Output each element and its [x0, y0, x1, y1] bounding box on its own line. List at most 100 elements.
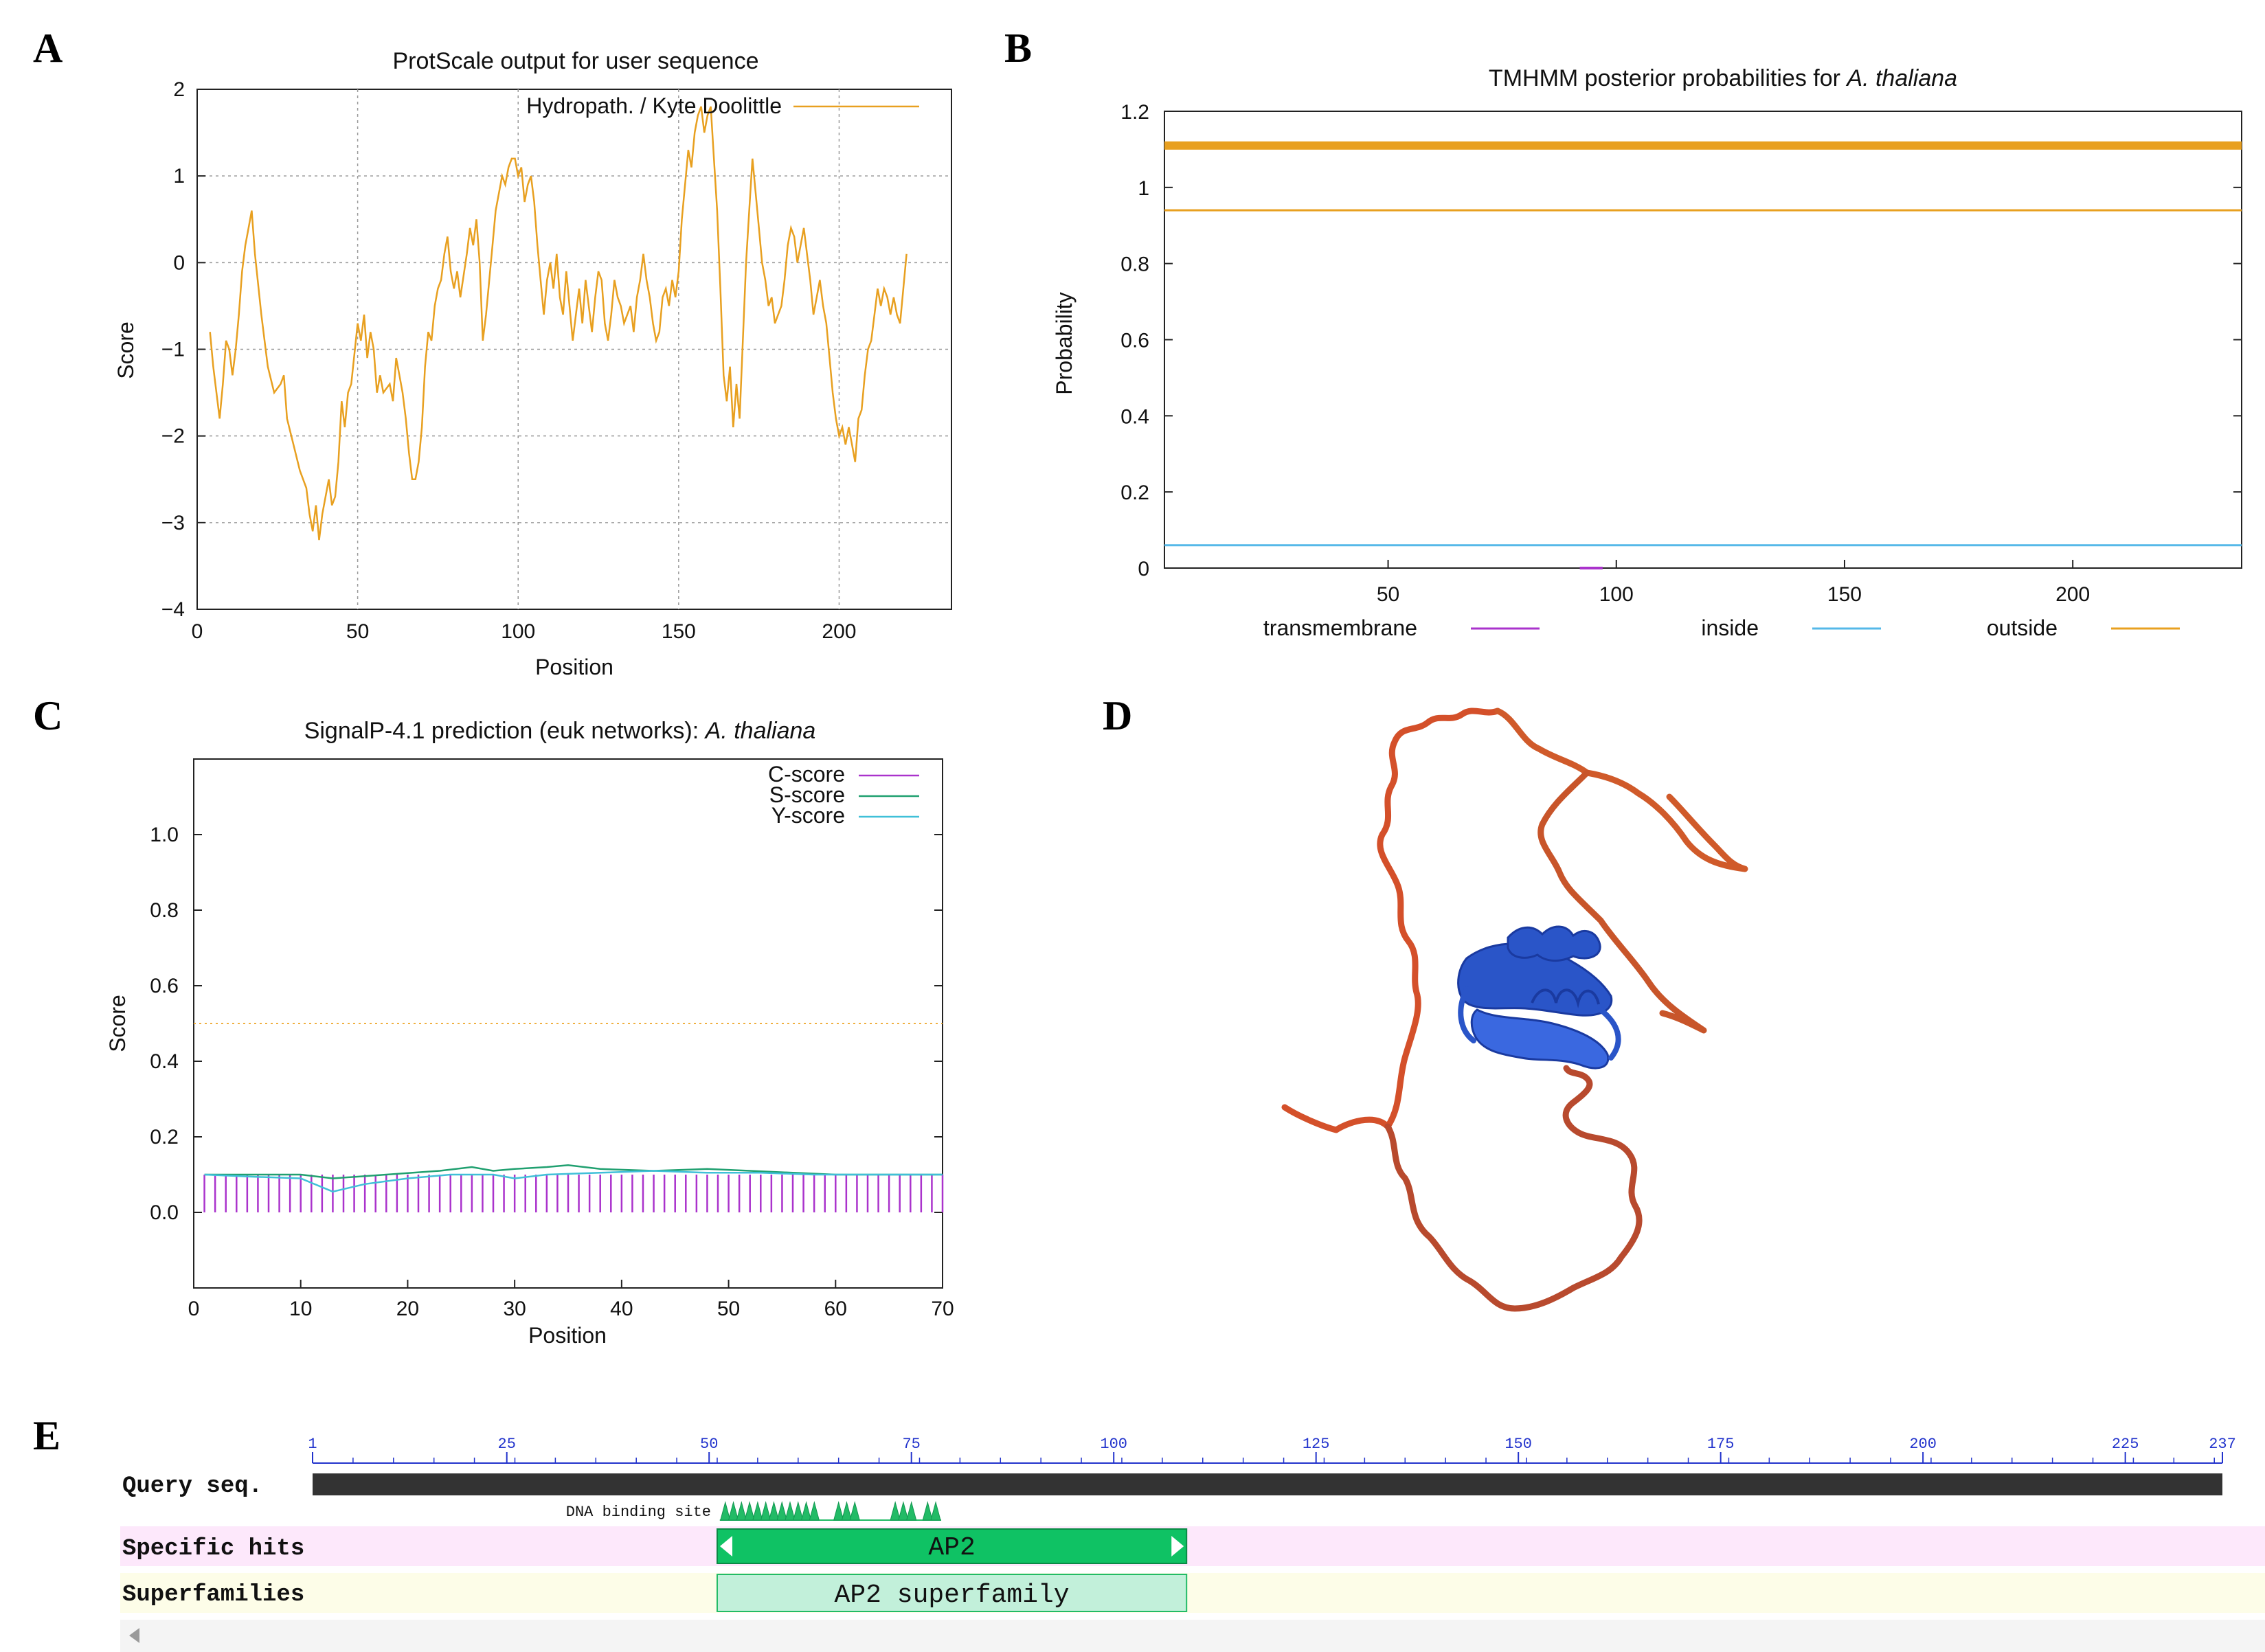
hydropathy-y-tick: 1: [173, 165, 185, 188]
signalp-y-tick: 0.2: [150, 1126, 179, 1149]
ruler-tick-label: 125: [1303, 1436, 1330, 1453]
ruler-tick-label: 237: [2209, 1436, 2236, 1453]
hydropathy-y-tick: 2: [173, 78, 185, 101]
signalp-y-tick: 0.6: [150, 975, 179, 997]
dna-binding-site-marker: [768, 1501, 780, 1521]
hydropathy-y-tick: −4: [161, 598, 185, 621]
tmhmm-legend-label: inside: [1701, 615, 1759, 640]
signalp-legend-label: S-score: [769, 782, 845, 807]
hydropathy-x-tick: 0: [192, 620, 203, 643]
dna-binding-site-marker: [930, 1501, 941, 1521]
tmhmm-x-tick: 50: [1377, 583, 1399, 606]
signalp-legend-label: Y-score: [771, 803, 845, 828]
signalp-x-tick: 60: [824, 1298, 847, 1320]
tmhmm-y-tick: 1: [1138, 177, 1149, 200]
ruler-tick-label: 175: [1707, 1436, 1735, 1453]
tmhmm-x-tick: 200: [2055, 583, 2090, 606]
dna-binding-site-marker: [744, 1501, 755, 1521]
tmhmm-title: TMHMM posterior probabilities for A. tha…: [1489, 65, 1957, 91]
dna-binding-site-marker: [906, 1501, 917, 1521]
ap2-hit-box: [716, 1528, 1188, 1564]
signalp-title: SignalP-4.1 prediction (euk networks): A…: [304, 718, 816, 744]
tmhmm-y-tick: 0: [1138, 558, 1149, 580]
panel-label-e: E: [33, 1413, 60, 1458]
dna-binding-site-marker: [800, 1501, 812, 1521]
ruler-tick-label: 150: [1505, 1436, 1532, 1453]
disordered-coil: [1281, 708, 1501, 1133]
signalp-y-tick: 0.4: [150, 1050, 179, 1073]
ruler-tick-label: 25: [498, 1436, 516, 1453]
dna-binding-site-marker: [849, 1501, 860, 1521]
signalp-x-tick: 70: [931, 1298, 954, 1320]
signalp-series-S-score: [204, 1164, 943, 1179]
horizontal-scrollbar[interactable]: [120, 1620, 2265, 1652]
hydropathy-chart: ProtScale output for user sequence 0 50 10…: [113, 48, 952, 679]
tmhmm-y-tick: 1.2: [1120, 101, 1149, 124]
scroll-left-icon[interactable]: [129, 1628, 139, 1643]
panel-label-d: D: [1103, 693, 1132, 738]
panel-label-c: C: [33, 693, 63, 738]
hydropathy-y-tick: −3: [161, 512, 185, 534]
tmhmm-legend-label: outside: [1987, 615, 2058, 640]
hydropathy-y-tick: 0: [173, 251, 185, 274]
ap2-hit-left-arrow: [719, 1536, 732, 1557]
superfamilies-track: [120, 1573, 2265, 1613]
tmhmm-plot-frame: [1164, 111, 2242, 569]
dna-binding-site-marker: [760, 1501, 771, 1521]
dna-binding-site-marker: [809, 1501, 820, 1521]
hydropathy-x-label: Position: [535, 655, 613, 679]
dna-binding-site-marker: [736, 1501, 747, 1521]
dna-binding-site-marker: [752, 1501, 763, 1521]
ruler-tick-label: 100: [1100, 1436, 1127, 1453]
signalp-y-tick: 1.0: [150, 824, 179, 846]
signalp-x-tick: 50: [717, 1298, 740, 1320]
signalp-chart: SignalP-4.1 prediction (euk networks): A…: [105, 718, 954, 1348]
tmhmm-y-tick: 0.2: [1120, 482, 1149, 504]
protein-structure-image: [1281, 708, 1748, 1312]
dna-binding-site-marker: [776, 1501, 787, 1521]
tmhmm-x-tick: 150: [1827, 583, 1862, 606]
query-seq-bar: [313, 1473, 2222, 1495]
ap2-specific-hit[interactable]: AP2: [716, 1528, 1188, 1564]
ruler-tick-label: 225: [2112, 1436, 2139, 1453]
signalp-y-label: Score: [105, 995, 130, 1052]
tmhmm-y-tick: 0.4: [1120, 405, 1149, 428]
dna-binding-site-marker: [841, 1501, 853, 1521]
query-seq-label: Query seq.: [122, 1473, 262, 1500]
tmhmm-y-label: Probability: [1052, 292, 1077, 394]
signalp-x-tick: 0: [188, 1298, 200, 1320]
signalp-x-tick: 40: [610, 1298, 633, 1320]
panel-label-b: B: [1004, 25, 1032, 71]
disordered-coil-lower: [1384, 1065, 1643, 1312]
dna-binding-site-marker: [785, 1501, 796, 1521]
hydropathy-x-tick: 100: [501, 620, 535, 643]
hydropathy-x-tick: 150: [662, 620, 696, 643]
dna-binding-site-marker: [922, 1501, 933, 1521]
signalp-series-Y-score: [204, 1170, 943, 1193]
hydropathy-x-tick: 200: [822, 620, 856, 643]
dna-binding-site-marker: [728, 1501, 739, 1521]
ap2-superfamily-hit[interactable]: AP2 superfamily: [716, 1574, 1188, 1612]
conserved-domain-panel: 1 25 50 75 100 125 150 175 200 225 237 Query seq. …: [120, 1436, 2265, 1652]
tmhmm-y-tick: 0.6: [1120, 330, 1149, 352]
ap2-domain-ribbon: [1457, 925, 1621, 1070]
signalp-x-tick: 20: [396, 1298, 419, 1320]
hydropathy-legend-label: Hydropath. / Kyte Doolittle: [526, 93, 782, 118]
disordered-coil-mid: [1537, 769, 1707, 1034]
dna-binding-site-marker: [898, 1501, 909, 1521]
ruler-tick-label: 50: [700, 1436, 718, 1453]
hydropathy-y-tick: −1: [161, 339, 185, 361]
dna-binding-site-marker: [890, 1501, 901, 1521]
ap2-superfamily-box: [716, 1574, 1188, 1612]
tmhmm-x-tick: 100: [1599, 583, 1634, 606]
hydropathy-title: ProtScale output for user sequence: [393, 48, 759, 74]
signalp-x-tick: 30: [503, 1298, 526, 1320]
panel-label-a: A: [33, 25, 63, 71]
hydropathy-y-label: Score: [113, 321, 138, 379]
ap2-superfamily-label: AP2 superfamily: [835, 1581, 1070, 1610]
dna-binding-site-marker: [833, 1501, 844, 1521]
tmhmm-y-tick: 0.8: [1120, 253, 1149, 276]
dna-binding-site-label: DNA binding site: [566, 1504, 711, 1521]
